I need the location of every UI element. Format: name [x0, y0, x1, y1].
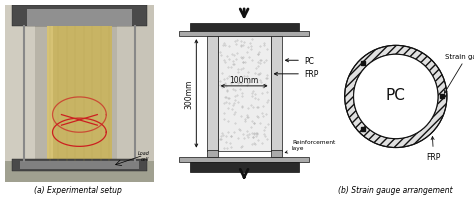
Bar: [117, 6, 154, 182]
Bar: [271, 37, 282, 151]
Text: FRP: FRP: [274, 70, 318, 79]
Text: Load
cell: Load cell: [137, 150, 150, 161]
Text: (a) Experimental setup: (a) Experimental setup: [34, 185, 122, 194]
Bar: [46, 27, 53, 161]
Bar: [179, 32, 309, 37]
Text: Reinforcement
laye: Reinforcement laye: [285, 140, 335, 153]
Bar: [5, 6, 35, 182]
Bar: [190, 163, 299, 173]
Bar: [190, 23, 299, 33]
Bar: [27, 9, 132, 27]
Bar: [46, 27, 112, 161]
Bar: [271, 150, 282, 158]
Bar: [207, 150, 218, 158]
Bar: [207, 37, 218, 151]
Bar: [5, 161, 154, 182]
Text: PC: PC: [386, 87, 406, 102]
Text: Strain gauge: Strain gauge: [444, 53, 474, 94]
Text: PC: PC: [285, 57, 314, 65]
Bar: [19, 161, 139, 169]
Bar: [179, 158, 309, 163]
Text: (b) Strain gauge arrangement: (b) Strain gauge arrangement: [338, 185, 453, 194]
Bar: [218, 37, 271, 151]
Bar: [12, 159, 146, 171]
Bar: [12, 6, 146, 27]
Text: FRP: FRP: [427, 137, 441, 161]
Circle shape: [354, 55, 438, 139]
Wedge shape: [345, 46, 447, 148]
Text: 300mm: 300mm: [184, 79, 193, 108]
Text: 100mm: 100mm: [229, 76, 259, 85]
